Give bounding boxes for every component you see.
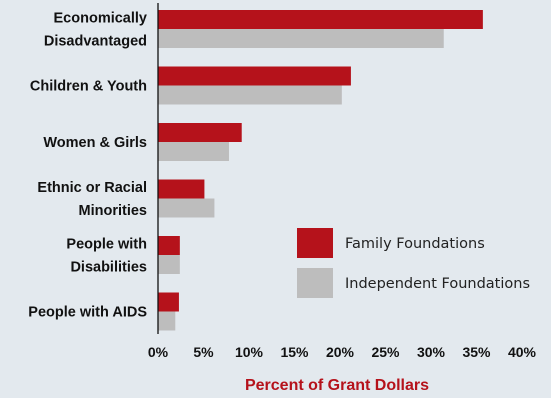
category-label-0-line-1: Disadvantaged xyxy=(44,34,147,50)
legend-swatch-family-foundations xyxy=(297,228,333,258)
category-label-4-line-1: Disabilities xyxy=(70,260,147,276)
category-label-2-line-0: Women & Girls xyxy=(43,135,147,151)
category-label-3-line-1: Minorities xyxy=(79,203,147,219)
category-label-4-line-0: People with xyxy=(66,237,147,253)
bar-family-3 xyxy=(158,179,205,199)
bar-independent-2 xyxy=(158,142,229,161)
x-axis-ticks: 0% 5% 10% 15% 20% 25% 30% 35% 40% xyxy=(148,344,537,360)
bar-family-1 xyxy=(158,66,351,86)
bar-family-5 xyxy=(158,292,179,312)
x-tick-label-3: 15% xyxy=(280,344,309,360)
x-tick-label-7: 35% xyxy=(462,344,491,360)
bar-independent-3 xyxy=(158,198,215,218)
bar-independent-4 xyxy=(158,255,180,274)
x-axis-title: Percent of Grant Dollars xyxy=(245,377,429,394)
x-tick-label-2: 10% xyxy=(235,344,264,360)
x-tick-label-5: 25% xyxy=(371,344,400,360)
category-label-1-line-0: Children & Youth xyxy=(30,79,147,95)
x-tick-label-1: 5% xyxy=(193,344,214,360)
x-tick-label-8: 40% xyxy=(508,344,537,360)
bar-family-0 xyxy=(158,10,483,29)
bar-independent-5 xyxy=(158,311,176,331)
category-label-0-line-0: Economically xyxy=(54,11,147,27)
bars-group xyxy=(158,10,483,331)
x-tick-label-0: 0% xyxy=(148,344,169,360)
category-label-5-line-0: People with AIDS xyxy=(28,305,147,321)
legend-swatch-independent-foundations xyxy=(297,268,333,298)
x-tick-label-4: 20% xyxy=(326,344,355,360)
legend: Family Foundations Independent Foundatio… xyxy=(297,228,530,298)
category-label-3-line-0: Ethnic or Racial xyxy=(37,180,147,196)
bar-independent-1 xyxy=(158,85,342,105)
bar-independent-0 xyxy=(158,29,444,48)
x-tick-label-6: 30% xyxy=(417,344,446,360)
bar-family-4 xyxy=(158,236,180,255)
legend-label-family-foundations: Family Foundations xyxy=(345,236,485,252)
legend-label-independent-foundations: Independent Foundations xyxy=(345,276,530,292)
bar-family-2 xyxy=(158,123,242,142)
category-labels: Economically Disadvantaged Children & Yout… xyxy=(28,11,147,321)
